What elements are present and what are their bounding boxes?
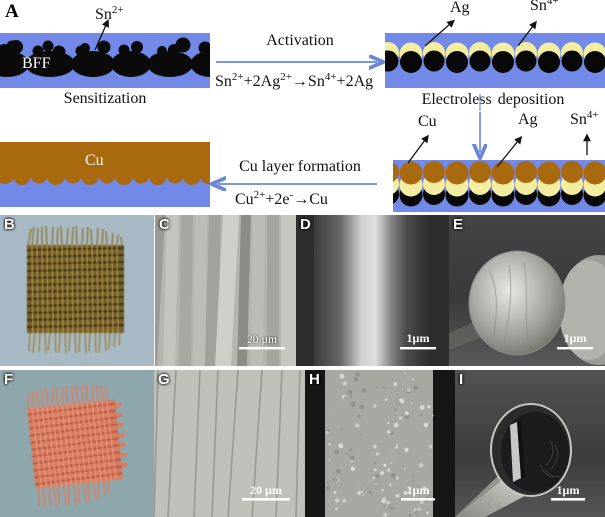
svg-text:Electroless deposition: Electroless deposition (422, 91, 565, 108)
svg-text:1µm: 1µm (407, 483, 430, 497)
svg-text:Cu2++2e-→Cu: Cu2++2e-→Cu (235, 189, 328, 208)
svg-text:BFF: BFF (22, 55, 51, 72)
svg-text:Activation: Activation (266, 32, 334, 49)
svg-text:Cu: Cu (85, 152, 104, 169)
svg-text:Sensitization: Sensitization (64, 90, 147, 107)
svg-text:20 µm: 20 µm (247, 334, 277, 346)
svg-text:Sn4+: Sn4+ (530, 0, 559, 14)
svg-text:20 µm: 20 µm (250, 483, 282, 497)
svg-text:Ag: Ag (450, 0, 470, 16)
svg-text:Ag: Ag (518, 111, 538, 128)
svg-text:Sn4+: Sn4+ (570, 109, 599, 128)
svg-text:Sn2++2Ag2+→Sn4++2Ag: Sn2++2Ag2+→Sn4++2Ag (215, 71, 373, 90)
svg-text:1µm: 1µm (557, 483, 580, 497)
svg-text:1µm: 1µm (407, 331, 430, 345)
svg-text:Cu layer formation: Cu layer formation (239, 158, 361, 175)
svg-text:Cu: Cu (418, 113, 437, 130)
svg-text:1µm: 1µm (564, 331, 587, 345)
svg-text:Sn2+: Sn2+ (95, 4, 124, 23)
